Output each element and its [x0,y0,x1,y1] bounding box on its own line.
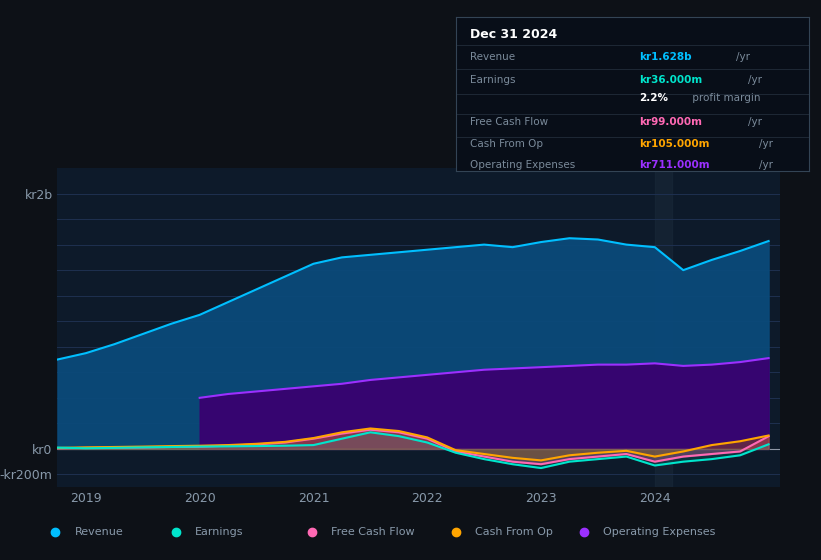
Text: Dec 31 2024: Dec 31 2024 [470,27,557,40]
Text: kr36.000m: kr36.000m [640,75,703,85]
Text: /yr: /yr [748,75,762,85]
Text: 2.2%: 2.2% [640,92,668,102]
Bar [655,168,672,487]
Text: Free Cash Flow: Free Cash Flow [470,117,548,127]
Text: Cash From Op: Cash From Op [475,527,553,537]
Text: Revenue: Revenue [75,527,123,537]
Text: /yr: /yr [759,160,773,170]
Text: /yr: /yr [736,52,750,62]
Text: /yr: /yr [748,117,762,127]
Text: kr99.000m: kr99.000m [640,117,702,127]
Text: Earnings: Earnings [470,75,516,85]
Text: kr1.628b: kr1.628b [640,52,692,62]
Text: Earnings: Earnings [195,527,244,537]
Text: Operating Expenses: Operating Expenses [603,527,715,537]
Text: Revenue: Revenue [470,52,515,62]
Text: kr711.000m: kr711.000m [640,160,710,170]
Text: Cash From Op: Cash From Op [470,139,543,149]
Text: /yr: /yr [759,139,773,149]
Text: profit margin: profit margin [690,92,761,102]
Text: Operating Expenses: Operating Expenses [470,160,575,170]
Text: kr105.000m: kr105.000m [640,139,709,149]
Text: Free Cash Flow: Free Cash Flow [331,527,415,537]
